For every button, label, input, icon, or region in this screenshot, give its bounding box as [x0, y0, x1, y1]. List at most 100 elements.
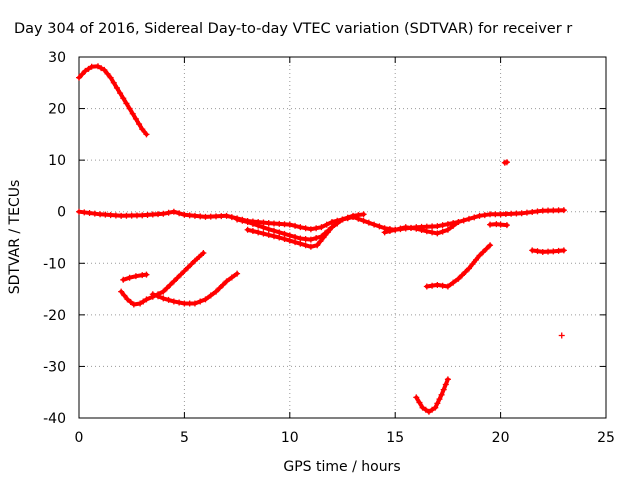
data-point — [234, 270, 241, 277]
data-point — [534, 248, 541, 255]
data-point — [149, 211, 156, 218]
data-point — [123, 212, 130, 219]
y-tick-label: 0 — [57, 205, 66, 221]
data-point — [265, 220, 272, 227]
data-point — [181, 300, 188, 307]
data-point — [249, 228, 256, 235]
data-point — [429, 406, 436, 413]
data-point — [545, 248, 552, 255]
data-point — [418, 227, 425, 234]
data-point — [270, 233, 277, 240]
data-point — [139, 126, 146, 133]
data-point — [376, 223, 383, 230]
data-point — [86, 210, 93, 217]
data-point — [450, 222, 457, 229]
data-point — [432, 404, 439, 411]
series-arc-11 — [423, 242, 494, 290]
data-point — [492, 211, 499, 218]
data-point — [444, 226, 451, 233]
data-point — [143, 131, 150, 138]
data-point — [167, 281, 174, 288]
data-point — [200, 249, 207, 256]
data-point — [126, 105, 133, 112]
data-point — [281, 221, 288, 228]
data-point — [534, 208, 541, 215]
data-point — [328, 219, 335, 226]
data-point — [260, 224, 267, 231]
data-point — [529, 247, 536, 254]
data-point — [324, 229, 331, 236]
data-point — [281, 230, 288, 237]
data-point — [438, 391, 445, 398]
x-tick-label: 15 — [386, 430, 404, 446]
data-point — [196, 253, 203, 260]
data-point — [476, 252, 483, 259]
data-point — [177, 271, 184, 278]
data-point — [155, 293, 162, 300]
data-point — [218, 213, 225, 220]
data-point — [255, 222, 262, 229]
data-point — [465, 215, 472, 222]
data-point — [344, 215, 351, 222]
data-point — [317, 238, 324, 245]
data-point — [297, 240, 304, 247]
data-point — [202, 213, 209, 220]
data-point — [197, 213, 204, 220]
data-point — [186, 300, 193, 307]
data-point — [88, 63, 95, 70]
data-point — [143, 271, 150, 278]
data-point — [176, 210, 183, 217]
data-point — [402, 224, 409, 231]
data-point — [350, 213, 357, 220]
data-point — [555, 207, 562, 214]
data-point — [476, 212, 483, 219]
data-point — [213, 213, 220, 220]
y-tick-label: -20 — [43, 308, 66, 324]
data-point — [79, 71, 86, 78]
data-point — [355, 212, 362, 219]
data-point — [160, 210, 167, 217]
y-tick-label: -40 — [43, 411, 66, 427]
data-point — [276, 220, 283, 227]
data-point — [429, 223, 436, 230]
data-point — [270, 220, 277, 227]
data-point — [560, 207, 567, 214]
x-tick-label: 10 — [281, 430, 299, 446]
data-point — [127, 298, 134, 305]
data-point — [213, 288, 220, 295]
y-tick-label: 30 — [48, 50, 66, 66]
data-point — [439, 222, 446, 229]
data-point — [423, 228, 430, 235]
data-point — [181, 211, 188, 218]
data-point — [170, 208, 177, 215]
data-point — [442, 381, 449, 388]
data-point — [419, 404, 426, 411]
data-point — [270, 227, 277, 234]
data-point — [160, 295, 167, 302]
data-point — [334, 220, 341, 227]
data-point — [328, 224, 335, 231]
data-point — [545, 207, 552, 214]
data-point — [307, 226, 314, 233]
data-point — [320, 234, 327, 241]
data-point — [450, 279, 457, 286]
x-tick-label: 5 — [180, 430, 189, 446]
data-point — [128, 212, 135, 219]
axis-ticks — [78, 56, 607, 419]
data-point — [503, 159, 510, 166]
data-point — [101, 66, 108, 73]
data-point — [191, 300, 198, 307]
data-point — [107, 212, 114, 219]
data-point — [413, 394, 420, 401]
data-point — [422, 406, 429, 413]
data-point — [186, 212, 193, 219]
data-point — [560, 247, 567, 254]
plot-frame — [78, 56, 607, 419]
series-arc-12 — [501, 159, 510, 166]
data-point — [184, 264, 191, 271]
data-point — [197, 298, 204, 305]
data-point — [143, 296, 150, 303]
data-point — [529, 208, 536, 215]
data-point — [429, 282, 436, 289]
